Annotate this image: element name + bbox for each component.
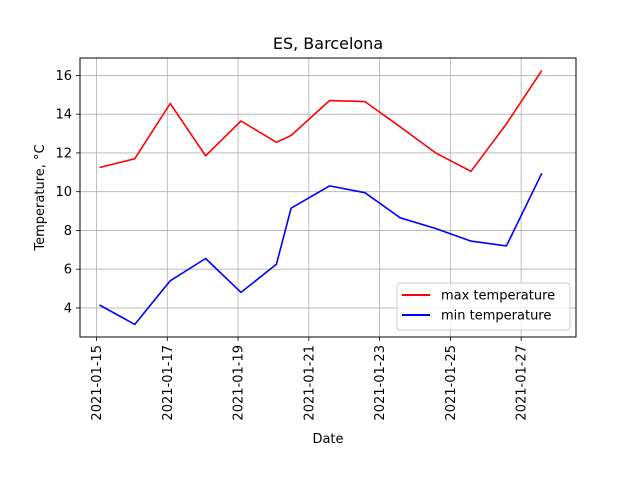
series-line-min-temperature xyxy=(99,172,543,326)
plot-frame xyxy=(79,57,577,338)
grid-lines xyxy=(80,58,576,337)
series-lines xyxy=(99,70,543,326)
x-tick-label: 2021-01-21 xyxy=(302,345,317,421)
x-tick-label: 2021-01-15 xyxy=(90,345,105,421)
y-tick-label: 16 xyxy=(55,69,72,84)
y-tick-label: 10 xyxy=(55,185,72,200)
x-tick-label: 2021-01-25 xyxy=(444,345,459,421)
y-axis: 4 6 8 10 12 14 16 xyxy=(55,69,80,316)
x-tick-label: 2021-01-17 xyxy=(161,345,176,421)
x-axis-label: Date xyxy=(312,432,343,447)
y-axis-label: Temperature, °C xyxy=(33,144,48,251)
x-axis: 2021-01-15 2021-01-17 2021-01-19 2021-01-21… xyxy=(90,337,530,421)
y-tick-label: 8 xyxy=(64,224,72,239)
y-tick-label: 6 xyxy=(64,263,72,278)
series-line-max-temperature xyxy=(99,70,543,173)
y-tick-label: 12 xyxy=(55,146,72,161)
chart-title: ES, Barcelona xyxy=(273,34,383,53)
legend-label-min-temperature: min temperature xyxy=(441,309,551,324)
legend: max temperature min temperature xyxy=(396,282,571,331)
x-tick-label: 2021-01-23 xyxy=(373,345,388,421)
y-tick-label: 4 xyxy=(64,301,72,316)
x-tick-label: 2021-01-19 xyxy=(232,345,247,421)
x-tick-label: 2021-01-27 xyxy=(515,345,530,421)
legend-label-max-temperature: max temperature xyxy=(441,289,555,304)
y-tick-label: 14 xyxy=(55,108,72,123)
legend-box xyxy=(396,282,571,331)
